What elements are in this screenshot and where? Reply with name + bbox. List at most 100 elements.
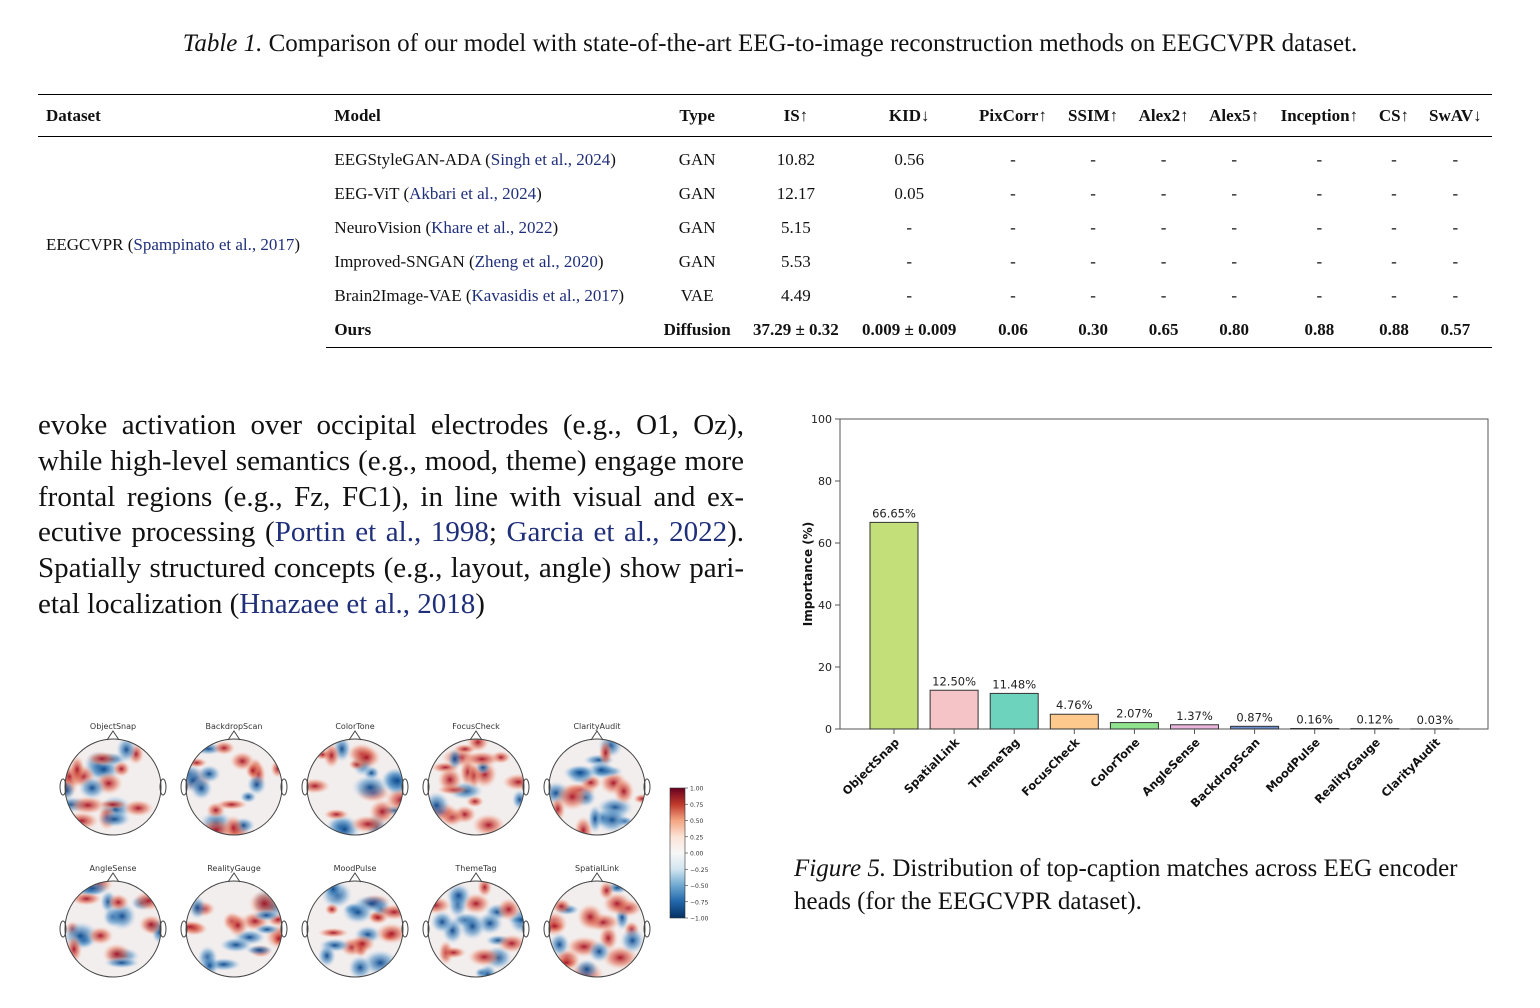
- citation-link[interactable]: Portin et al., 1998: [274, 516, 489, 549]
- metric-cell: -: [1452, 218, 1459, 237]
- metric-cell: -: [1010, 252, 1016, 271]
- x-tick-label: ThemeTag: [966, 735, 1023, 792]
- metric-cell: -: [1010, 184, 1016, 203]
- bar: [1049, 713, 1099, 730]
- topomap-title: ThemeTag: [454, 864, 496, 873]
- y-tick-label: 40: [818, 599, 832, 612]
- ear-marker: [422, 920, 430, 938]
- topomap-title: FocusCheck: [452, 722, 500, 731]
- citation-link[interactable]: Hnazaee et al., 2018: [239, 587, 476, 620]
- ear-marker: [643, 920, 651, 938]
- ear-marker: [401, 778, 409, 796]
- topomap: MoodPulse: [301, 864, 409, 978]
- citation-link[interactable]: Garcia et al., 2022: [506, 516, 728, 549]
- metric-cell: -: [1391, 286, 1397, 305]
- table-row: EEG-ViT (Akbari et al., 2024) GAN 12.17 0.0…: [38, 177, 1492, 211]
- y-tick-label: 20: [818, 661, 832, 674]
- metric-cell: -: [1231, 150, 1237, 169]
- nose-marker: [469, 730, 483, 741]
- nose-marker: [348, 872, 362, 883]
- body-text-fragment: ;: [488, 516, 507, 549]
- column-header: Dataset: [38, 94, 327, 137]
- table-row: Ours Diffusion 37.29 ± 0.32 0.009 ± 0.009 0.…: [38, 313, 1492, 348]
- metric-cell: 0.06: [968, 313, 1058, 348]
- table-row: NeuroVision (Khare et al., 2022) GAN 5.15 -…: [38, 211, 1492, 245]
- metric-cell: -: [1090, 150, 1096, 169]
- metric-cell: -: [1452, 150, 1459, 169]
- metric-cell: -: [1010, 218, 1016, 237]
- table-header-row: Dataset Model Type IS↑ KID↓ PixCorr↑ SSIM↑ Alex…: [38, 94, 1492, 137]
- ear-marker: [59, 778, 67, 796]
- body-line: etal localization (Hnazaee et al., 2018): [38, 587, 744, 623]
- metric-cell: -: [1010, 150, 1016, 169]
- topomap: ColorTone: [301, 722, 409, 836]
- column-header: SwAV↓: [1418, 94, 1492, 137]
- metric-cell: 10.82: [776, 150, 816, 169]
- topomap: ThemeTag: [422, 864, 530, 978]
- citation-link[interactable]: Kavasidis et al., 2017: [471, 286, 619, 305]
- body-line: ecutive processing (Portin et al., 1998;…: [38, 515, 744, 551]
- metric-cell: -: [906, 252, 913, 271]
- x-tick-label: RealityGauge: [1312, 735, 1383, 806]
- colorbar-tick-label: −0.75: [690, 899, 709, 906]
- metric-cell: -: [906, 286, 913, 305]
- nose-marker: [227, 730, 241, 741]
- bar: [1230, 725, 1280, 730]
- column-header: Inception↑: [1269, 94, 1370, 137]
- metric-cell: 0.88: [1269, 313, 1370, 348]
- table-caption: Table 1. Comparison of our model with st…: [0, 30, 1540, 58]
- metric-cell: -: [1316, 150, 1323, 169]
- results-table: Dataset Model Type IS↑ KID↓ PixCorr↑ SSIM↑ Alex…: [38, 94, 1492, 348]
- type-cell: Diffusion: [652, 313, 742, 348]
- metric-cell: 0.56: [894, 150, 925, 169]
- metric-cell: -: [1391, 252, 1397, 271]
- metric-cell: 0.65: [1128, 313, 1199, 348]
- figure-caption: Figure 5. Distribution of top-caption ma…: [794, 852, 1506, 918]
- column-header: Alex2↑: [1128, 94, 1199, 137]
- metric-cell: -: [1391, 184, 1397, 203]
- column-header: KID↓: [850, 94, 969, 137]
- ear-marker: [543, 920, 551, 938]
- citation-link[interactable]: Akbari et al., 2024: [409, 184, 537, 203]
- column-header: PixCorr↑: [968, 94, 1058, 137]
- colorbar-tick-label: −0.25: [690, 867, 709, 874]
- topomap-title: AngleSense: [90, 864, 137, 873]
- nose-marker: [590, 730, 604, 741]
- x-tick-label: SpatialLink: [901, 735, 962, 796]
- column-header: Alex5↑: [1198, 94, 1270, 137]
- metric-cell: -: [1090, 218, 1096, 237]
- bar: [869, 521, 919, 730]
- metric-cell: 0.009 ± 0.009: [850, 313, 969, 348]
- topomap: SpatialLink: [543, 864, 651, 978]
- metric-cell: -: [1160, 150, 1167, 169]
- nose-marker: [227, 872, 241, 883]
- citation-link[interactable]: Zheng et al., 2020: [474, 252, 598, 271]
- metric-cell: -: [1316, 286, 1323, 305]
- colorbar-tick-label: −0.50: [690, 883, 709, 890]
- citation-link[interactable]: Singh et al., 2024: [490, 150, 611, 169]
- ear-marker: [543, 778, 551, 796]
- ear-marker: [643, 778, 651, 796]
- model-cell: Brain2Image-VAE (Kavasidis et al., 2017): [334, 286, 625, 305]
- ear-marker: [159, 920, 167, 938]
- bar-value-label: 0.03%: [1417, 713, 1454, 727]
- citation-link[interactable]: Spampinato et al., 2017: [133, 235, 295, 255]
- topomap: ObjectSnap: [59, 722, 167, 836]
- metric-cell: -: [1316, 218, 1323, 237]
- bar-value-label: 11.48%: [992, 677, 1036, 691]
- y-tick-label: 0: [825, 723, 832, 736]
- x-tick-label: FocusCheck: [1019, 735, 1083, 799]
- metric-cell: 4.49: [781, 286, 811, 305]
- citation-link[interactable]: Khare et al., 2022: [431, 218, 553, 237]
- figure-caption-label: Figure 5.: [794, 855, 887, 882]
- colorbar: [669, 787, 686, 919]
- metric-cell: 0.05: [894, 184, 925, 203]
- y-tick-label: 60: [818, 537, 832, 550]
- topomap-title: ObjectSnap: [90, 722, 136, 731]
- metric-cell: 5.15: [781, 218, 811, 237]
- topomap-title: SpatialLink: [575, 864, 619, 873]
- ear-marker: [280, 778, 288, 796]
- body-text-fragment: ).: [727, 516, 744, 549]
- nose-marker: [106, 730, 120, 741]
- y-tick-label: 100: [811, 413, 832, 426]
